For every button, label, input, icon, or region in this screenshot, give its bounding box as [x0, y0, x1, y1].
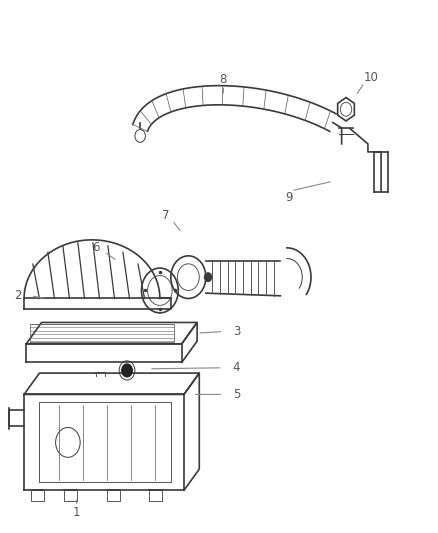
Text: 7: 7	[162, 209, 170, 222]
Text: 3: 3	[233, 325, 240, 338]
Text: 5: 5	[233, 388, 240, 401]
Text: 4: 4	[233, 361, 240, 374]
Text: 2: 2	[14, 289, 21, 302]
Text: 1: 1	[73, 506, 81, 519]
Text: 10: 10	[364, 71, 379, 84]
Circle shape	[122, 364, 132, 377]
Text: 8: 8	[220, 74, 227, 86]
Circle shape	[205, 273, 212, 281]
Text: 9: 9	[285, 191, 293, 204]
Text: 6: 6	[92, 241, 100, 254]
